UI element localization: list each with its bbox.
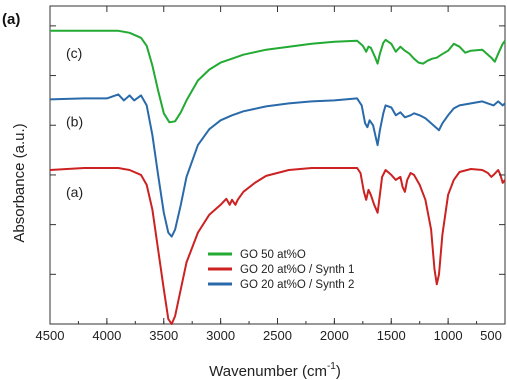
x-tick-label: 1000 xyxy=(434,328,463,343)
x-tick-label: 1500 xyxy=(377,328,406,343)
series-line-3 xyxy=(49,93,506,238)
series-line-2 xyxy=(49,167,506,325)
curve-label-2: (a) xyxy=(66,184,83,200)
y-axis-title: Absorbance (a.u.) xyxy=(11,123,28,242)
y-axis-ticks xyxy=(50,25,505,325)
legend-entry-2: GO 20 at%O / Synth 1 xyxy=(240,264,354,276)
legend-entry-1: GO 50 at%O xyxy=(240,249,306,261)
x-axis-title-close: ) xyxy=(336,363,341,380)
series-lines xyxy=(49,29,506,325)
series-line-1 xyxy=(50,29,506,124)
legend-entry-3: GO 20 at%O / Synth 2 xyxy=(240,279,354,291)
x-tick-label: 500 xyxy=(480,328,502,343)
plot-frame xyxy=(49,5,506,325)
curve-labels: (c) (a) (b) xyxy=(66,45,83,200)
x-tick-label: 4000 xyxy=(92,328,121,343)
panel-label: (a) xyxy=(2,11,20,28)
x-tick-label: 2000 xyxy=(320,328,349,343)
curve-label-3: (b) xyxy=(66,113,83,129)
plot-border xyxy=(49,5,506,325)
x-axis-title-main: Wavenumber (cm xyxy=(209,363,327,380)
legend: GO 50 at%O GO 20 at%O / Synth 1 GO 20 at%O… xyxy=(208,249,354,291)
curve-label-1: (c) xyxy=(66,45,82,61)
x-axis-title: Wavenumber (cm-1) xyxy=(209,361,341,380)
x-tick-label: 3000 xyxy=(206,328,235,343)
x-tick-label: 4500 xyxy=(36,328,65,343)
x-axis-title-superscript: -1 xyxy=(327,361,336,372)
x-axis-ticks: 4500 4000 3500 3000 2500 2000 1500 1000 500 xyxy=(36,6,506,343)
x-tick-label: 3500 xyxy=(149,328,178,343)
x-tick-label: 2500 xyxy=(263,328,292,343)
